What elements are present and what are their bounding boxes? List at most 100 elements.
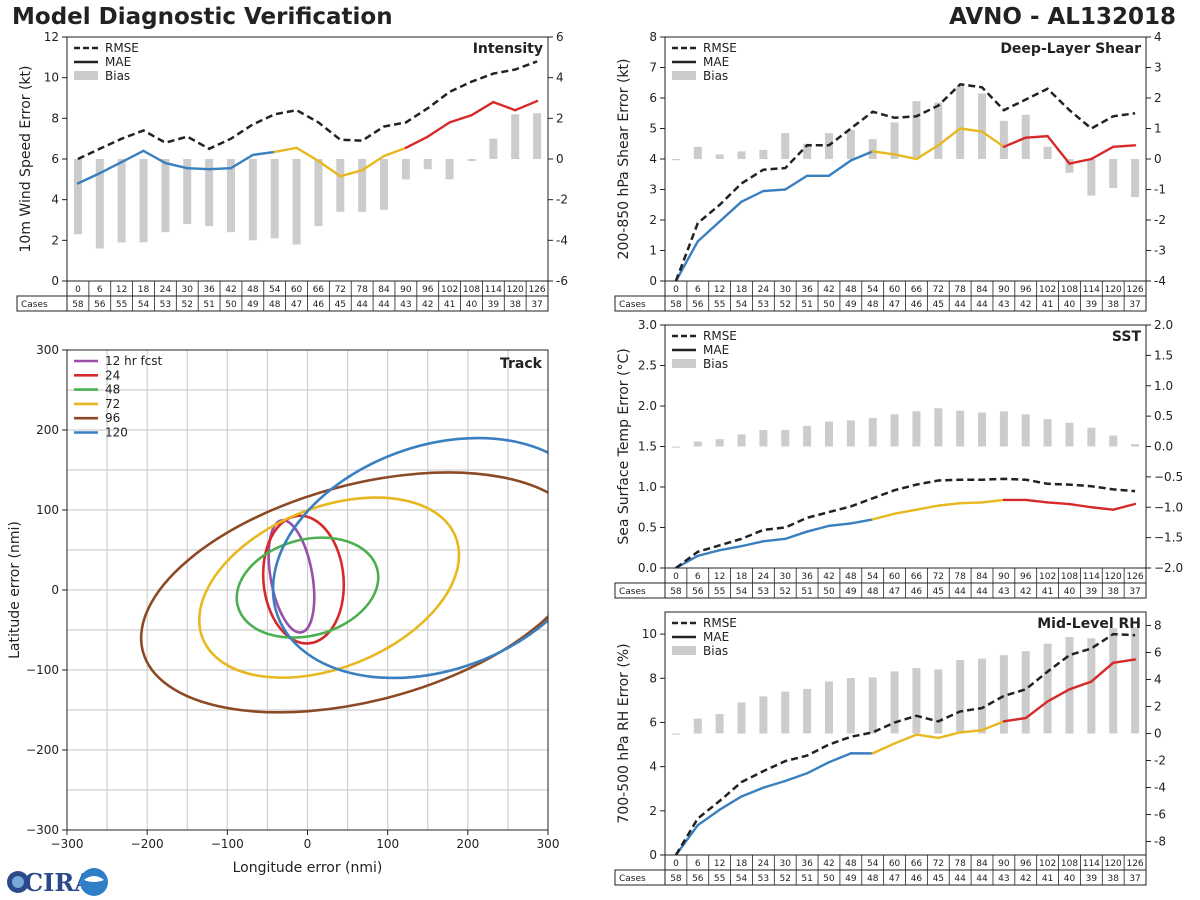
hour-label: 108 xyxy=(463,285,480,295)
case-count: 46 xyxy=(911,587,923,597)
bias-bar xyxy=(270,159,279,239)
case-count: 54 xyxy=(736,300,748,310)
ellipse-72 xyxy=(197,496,461,679)
legend-mae-label: MAE xyxy=(105,55,131,69)
bias-bar xyxy=(1131,159,1140,198)
hour-label: 84 xyxy=(976,285,988,295)
y2-tick-label: 2 xyxy=(556,111,564,125)
y-tick-label: 0 xyxy=(51,583,59,597)
case-count: 51 xyxy=(801,300,812,310)
case-count: 55 xyxy=(116,300,127,310)
mae-segment xyxy=(827,522,853,528)
mae-segment xyxy=(1002,136,1027,149)
bias-bar xyxy=(183,159,192,225)
bias-bar xyxy=(1109,159,1118,188)
hour-label: 24 xyxy=(758,859,770,869)
case-count: 44 xyxy=(378,300,390,310)
y-tick-label: 2 xyxy=(51,233,59,247)
bias-bar xyxy=(380,159,389,210)
bias-bar xyxy=(226,159,235,233)
hour-label: 0 xyxy=(75,285,81,295)
hour-label: 102 xyxy=(1039,859,1056,869)
case-count: 44 xyxy=(954,587,966,597)
bias-bar xyxy=(693,718,702,734)
hour-label: 30 xyxy=(780,285,792,295)
mae-segment xyxy=(273,146,298,154)
mae-segment xyxy=(317,159,342,178)
bias-bar xyxy=(1109,628,1118,734)
hour-label: 66 xyxy=(313,285,325,295)
case-count: 43 xyxy=(998,587,1009,597)
hour-label: 12 xyxy=(714,285,725,295)
cases-row xyxy=(614,295,1147,312)
y-tick-label: 1 xyxy=(649,244,657,258)
track-chart: −300−300 −200 −200 −100 −100 0 0 100 100 200 200 30… xyxy=(7,343,560,876)
bias-bar xyxy=(1043,419,1052,447)
bias-bar xyxy=(1109,435,1118,447)
bias-bar xyxy=(1021,651,1030,734)
case-count: 50 xyxy=(823,587,835,597)
x-tick-label: 300 xyxy=(537,837,560,851)
mae-segment xyxy=(849,150,874,162)
mae-segment xyxy=(360,154,386,172)
y-tick-label: −100 xyxy=(26,663,59,677)
y2-tick-label: −1.5 xyxy=(1154,531,1183,545)
y2-tick-label: 4 xyxy=(556,71,564,85)
legend-mae-label: MAE xyxy=(703,630,729,644)
case-count: 51 xyxy=(801,587,812,597)
hour-label: 90 xyxy=(998,285,1010,295)
case-count: 48 xyxy=(867,874,879,884)
hour-label: 96 xyxy=(422,285,434,295)
y-tick-label: 10 xyxy=(44,71,59,85)
case-count: 37 xyxy=(1129,587,1140,597)
hour-label: 18 xyxy=(736,859,748,869)
cira-logo: CIRA xyxy=(7,868,108,897)
bias-bar xyxy=(978,658,987,734)
bias-bar xyxy=(1065,422,1074,447)
bias-bar xyxy=(671,733,680,735)
mae-segment xyxy=(1112,658,1137,665)
case-count: 48 xyxy=(867,587,879,597)
hour-label: 120 xyxy=(1105,285,1122,295)
mae-segment xyxy=(958,501,984,505)
mae-segment xyxy=(937,127,962,147)
hour-label: 114 xyxy=(1083,285,1100,295)
legend-bias-label: Bias xyxy=(703,69,728,83)
x-tick-label: −200 xyxy=(131,837,164,851)
y2-tick-label: -8 xyxy=(1154,835,1166,849)
hour-label: 126 xyxy=(1126,572,1143,582)
hour-label: 24 xyxy=(758,572,770,582)
legend-bias-swatch xyxy=(672,71,696,80)
hour-label: 0 xyxy=(673,859,679,869)
hour-label: 18 xyxy=(736,285,748,295)
cases-label: Cases xyxy=(619,587,646,597)
case-count: 40 xyxy=(1064,587,1076,597)
y2-tick-label: 4 xyxy=(1154,673,1162,687)
chart-title: Deep-Layer Shear xyxy=(1000,41,1141,57)
y-tick-label: 12 xyxy=(44,30,59,44)
case-count: 51 xyxy=(801,874,812,884)
bias-bar xyxy=(533,113,542,159)
mae-segment xyxy=(1068,680,1093,691)
plot-frame xyxy=(664,611,1147,856)
hour-label: 102 xyxy=(1039,285,1056,295)
legend-bias-swatch xyxy=(672,646,696,655)
mae-segment xyxy=(980,130,1006,149)
mae-segment xyxy=(164,161,189,170)
hour-label: 36 xyxy=(801,572,813,582)
bias-bar xyxy=(715,154,724,159)
rmse-line xyxy=(675,477,1136,570)
hour-label: 30 xyxy=(780,572,792,582)
case-count: 43 xyxy=(400,300,411,310)
hour-label: 6 xyxy=(695,285,701,295)
y-tick-label: 8 xyxy=(649,30,657,44)
bias-bar xyxy=(781,691,790,734)
hour-label: 24 xyxy=(758,285,770,295)
bias-bar xyxy=(671,446,680,448)
hour-label: 60 xyxy=(889,859,901,869)
case-count: 56 xyxy=(94,300,106,310)
mae-segment xyxy=(696,808,721,827)
case-count: 43 xyxy=(998,300,1009,310)
